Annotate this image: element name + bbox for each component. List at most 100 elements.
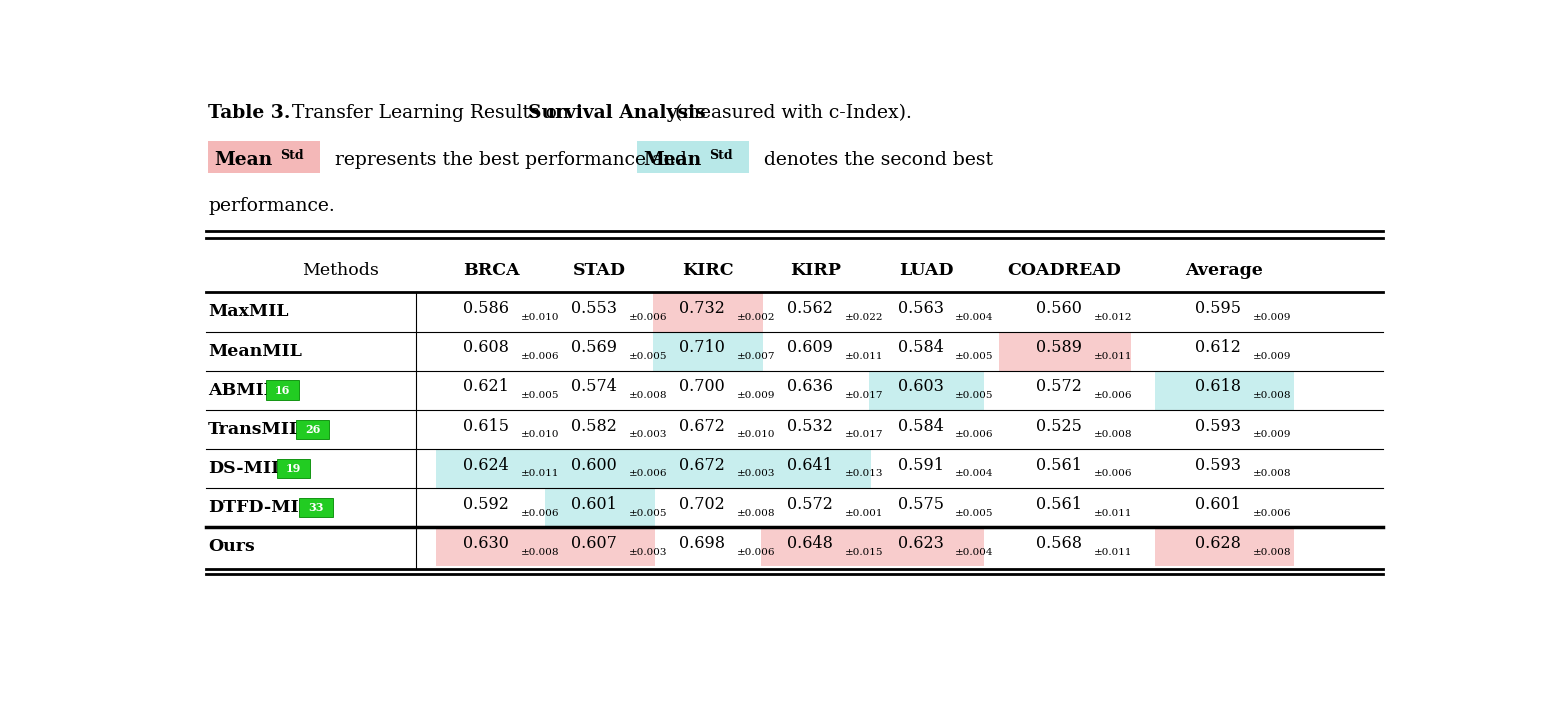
Text: 0.601: 0.601 bbox=[570, 496, 617, 513]
Text: ±0.005: ±0.005 bbox=[955, 352, 994, 361]
Text: ±0.003: ±0.003 bbox=[736, 469, 775, 479]
Text: ±0.008: ±0.008 bbox=[1254, 548, 1291, 557]
Text: 0.603: 0.603 bbox=[897, 378, 944, 395]
Bar bbox=[761, 527, 871, 566]
Text: 19: 19 bbox=[285, 463, 301, 474]
Text: 0.575: 0.575 bbox=[897, 496, 944, 513]
Text: ±0.001: ±0.001 bbox=[845, 508, 884, 517]
Text: Survival Analysis: Survival Analysis bbox=[527, 104, 705, 121]
Text: 0.698: 0.698 bbox=[679, 535, 725, 552]
Text: ±0.007: ±0.007 bbox=[736, 352, 775, 361]
Text: ±0.011: ±0.011 bbox=[1093, 508, 1132, 517]
Text: ±0.012: ±0.012 bbox=[1093, 313, 1132, 322]
Bar bbox=[296, 419, 330, 439]
Bar bbox=[437, 449, 547, 488]
Text: ±0.017: ±0.017 bbox=[845, 431, 884, 439]
Text: MaxMIL: MaxMIL bbox=[208, 304, 288, 321]
Text: ±0.006: ±0.006 bbox=[629, 313, 666, 322]
Text: ±0.005: ±0.005 bbox=[955, 508, 994, 517]
Text: ±0.006: ±0.006 bbox=[736, 548, 775, 557]
Text: ±0.003: ±0.003 bbox=[629, 548, 666, 557]
Text: Transfer Learning Results on: Transfer Learning Results on bbox=[293, 104, 575, 121]
Text: 0.562: 0.562 bbox=[787, 300, 832, 317]
Bar bbox=[208, 141, 319, 173]
Text: 16: 16 bbox=[274, 385, 290, 396]
Text: 0.648: 0.648 bbox=[787, 535, 832, 552]
Text: 0.591: 0.591 bbox=[897, 457, 944, 474]
Text: KIRC: KIRC bbox=[682, 262, 733, 279]
Text: ±0.011: ±0.011 bbox=[845, 352, 884, 361]
Text: Methods: Methods bbox=[302, 262, 378, 279]
Text: 0.592: 0.592 bbox=[463, 496, 508, 513]
Bar bbox=[544, 488, 656, 527]
Text: Mean: Mean bbox=[643, 151, 701, 169]
Bar bbox=[544, 527, 656, 566]
Text: ±0.010: ±0.010 bbox=[521, 431, 560, 439]
Text: 0.561: 0.561 bbox=[1035, 496, 1082, 513]
Text: STAD: STAD bbox=[574, 262, 626, 279]
Text: 0.568: 0.568 bbox=[1035, 535, 1082, 552]
Text: 0.582: 0.582 bbox=[570, 418, 617, 435]
Text: 0.630: 0.630 bbox=[463, 535, 508, 552]
Text: 0.700: 0.700 bbox=[679, 378, 725, 395]
Text: 0.586: 0.586 bbox=[462, 300, 508, 317]
Text: 0.532: 0.532 bbox=[787, 418, 832, 435]
Text: Ours: Ours bbox=[208, 538, 254, 556]
Text: 0.561: 0.561 bbox=[1035, 457, 1082, 474]
Text: ±0.009: ±0.009 bbox=[1254, 313, 1291, 322]
Text: 33: 33 bbox=[308, 502, 324, 513]
Text: ±0.006: ±0.006 bbox=[955, 431, 994, 439]
Bar bbox=[637, 141, 749, 173]
Text: represents the best performance and: represents the best performance and bbox=[330, 151, 687, 169]
Text: 0.615: 0.615 bbox=[462, 418, 508, 435]
Text: DS-MIL: DS-MIL bbox=[208, 460, 284, 477]
Text: 0.525: 0.525 bbox=[1035, 418, 1082, 435]
Text: 0.672: 0.672 bbox=[679, 457, 725, 474]
Text: ±0.006: ±0.006 bbox=[1254, 508, 1291, 517]
Text: ±0.005: ±0.005 bbox=[629, 352, 666, 361]
Text: 0.560: 0.560 bbox=[1035, 300, 1082, 317]
Text: 0.609: 0.609 bbox=[787, 340, 832, 357]
Text: ±0.006: ±0.006 bbox=[1093, 391, 1132, 400]
Text: (measured with c-Index).: (measured with c-Index). bbox=[670, 104, 913, 121]
Text: MeanMIL: MeanMIL bbox=[208, 342, 302, 359]
Text: ±0.004: ±0.004 bbox=[955, 313, 994, 322]
Text: 0.732: 0.732 bbox=[679, 300, 725, 317]
Bar bbox=[1155, 527, 1294, 566]
Text: ±0.010: ±0.010 bbox=[736, 431, 775, 439]
Text: ±0.006: ±0.006 bbox=[629, 469, 666, 479]
Text: 26: 26 bbox=[305, 424, 321, 435]
Text: COADREAD: COADREAD bbox=[1008, 262, 1122, 279]
Text: ±0.006: ±0.006 bbox=[521, 352, 560, 361]
Text: 0.636: 0.636 bbox=[787, 378, 832, 395]
Text: ±0.017: ±0.017 bbox=[845, 391, 884, 400]
Text: ±0.008: ±0.008 bbox=[1254, 469, 1291, 479]
Text: 0.710: 0.710 bbox=[679, 340, 725, 357]
Bar bbox=[870, 371, 984, 409]
Text: ±0.011: ±0.011 bbox=[1093, 548, 1132, 557]
Text: 0.569: 0.569 bbox=[570, 340, 617, 357]
Text: 0.584: 0.584 bbox=[897, 418, 944, 435]
Text: KIRP: KIRP bbox=[790, 262, 842, 279]
Text: 0.612: 0.612 bbox=[1195, 340, 1242, 357]
Text: 0.621: 0.621 bbox=[463, 378, 508, 395]
Text: 0.589: 0.589 bbox=[1035, 340, 1082, 357]
Text: 0.641: 0.641 bbox=[787, 457, 832, 474]
Text: 0.595: 0.595 bbox=[1195, 300, 1242, 317]
Text: ±0.008: ±0.008 bbox=[1254, 391, 1291, 400]
Text: ±0.004: ±0.004 bbox=[955, 548, 994, 557]
Text: ±0.004: ±0.004 bbox=[955, 469, 994, 479]
Text: 0.601: 0.601 bbox=[1195, 496, 1242, 513]
Text: LUAD: LUAD bbox=[899, 262, 953, 279]
Text: TransMIL: TransMIL bbox=[208, 421, 302, 438]
Text: ±0.005: ±0.005 bbox=[629, 508, 666, 517]
Text: ±0.022: ±0.022 bbox=[845, 313, 884, 322]
Text: ±0.005: ±0.005 bbox=[521, 391, 560, 400]
Text: 0.593: 0.593 bbox=[1195, 418, 1242, 435]
Text: Average: Average bbox=[1186, 262, 1263, 279]
Text: Mean: Mean bbox=[214, 151, 273, 169]
Text: BRCA: BRCA bbox=[463, 262, 519, 279]
Text: performance.: performance. bbox=[208, 197, 335, 215]
Text: 0.572: 0.572 bbox=[1035, 378, 1082, 395]
Text: 0.574: 0.574 bbox=[570, 378, 617, 395]
